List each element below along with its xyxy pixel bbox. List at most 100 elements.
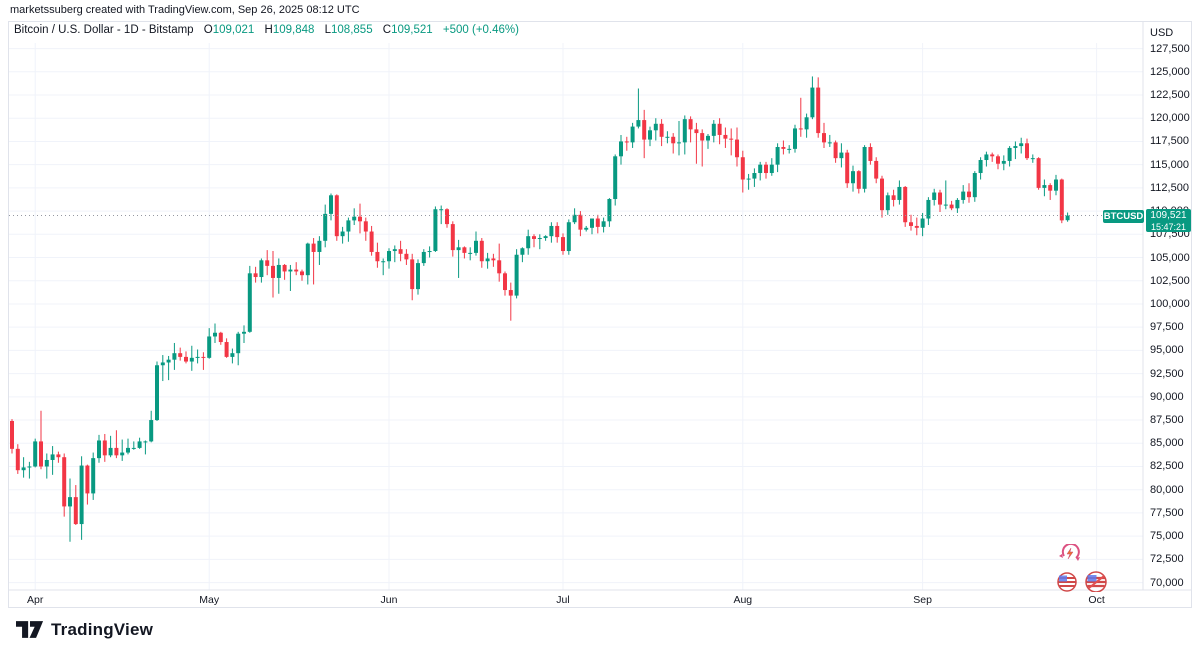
tradingview-logo[interactable]: TradingView (16, 620, 153, 640)
candle (421, 249, 426, 266)
candle (120, 439, 125, 461)
close-label: C (382, 24, 392, 36)
candle (688, 116, 693, 143)
low-value: 108,855 (331, 24, 373, 36)
candle (108, 435, 113, 458)
candle (851, 165, 855, 192)
candle (764, 161, 768, 179)
candle (334, 194, 339, 241)
candle (236, 331, 241, 366)
candle (909, 214, 913, 231)
candle (561, 233, 565, 255)
candle (642, 109, 647, 159)
candle (1059, 178, 1064, 224)
candle (427, 246, 432, 258)
candle (613, 154, 618, 206)
price-tick-label: 77,500 (1150, 506, 1184, 519)
price-tick-label: 127,500 (1150, 42, 1190, 55)
candle (856, 170, 861, 194)
candle (932, 188, 937, 206)
candle (630, 122, 635, 148)
candle (775, 143, 780, 173)
candle (50, 446, 55, 475)
candle (595, 214, 600, 234)
candle (189, 345, 194, 371)
candle (323, 204, 328, 248)
candle (381, 258, 386, 276)
candle (126, 438, 130, 455)
candle (468, 247, 473, 261)
candle (508, 282, 513, 321)
price-tick-label: 100,000 (1150, 297, 1190, 310)
candle (375, 242, 380, 268)
candle (787, 145, 792, 154)
tradingview-logo-mark (16, 621, 44, 638)
candle (1001, 155, 1006, 171)
candle (601, 217, 606, 233)
price-tick-label: 115,000 (1150, 158, 1189, 171)
candle (300, 269, 304, 281)
month-label: May (199, 594, 220, 606)
candle (735, 127, 739, 167)
symbol-header[interactable]: Bitcoin / U.S. Dollar - 1D - Bitstamp O1… (14, 24, 519, 36)
candle (462, 246, 467, 259)
price-tick-label: 97,500 (1150, 321, 1184, 334)
candle (752, 168, 757, 187)
candle (549, 222, 554, 243)
candle (195, 349, 200, 364)
candle (769, 158, 774, 176)
candle (624, 136, 629, 151)
candle (833, 140, 838, 163)
candle (68, 478, 72, 542)
candle (949, 200, 954, 211)
candle (555, 222, 560, 243)
candle (1054, 174, 1058, 196)
price-tick-label: 75,000 (1150, 530, 1184, 543)
candle (740, 150, 745, 193)
candle (44, 453, 49, 479)
price-tick-label: 92,500 (1150, 367, 1184, 380)
candle (21, 457, 26, 478)
candle (329, 193, 333, 221)
candle (990, 152, 995, 162)
candle (822, 122, 826, 148)
candle (15, 444, 20, 474)
candle (143, 440, 148, 455)
candle (387, 248, 391, 269)
price-tick-label: 122,500 (1150, 89, 1190, 101)
candle (363, 217, 368, 241)
candle (485, 252, 490, 269)
candle (503, 271, 507, 296)
symbol-title: Bitcoin / U.S. Dollar - 1D - Bitstamp (14, 24, 194, 36)
price-tick-label: 90,000 (1150, 390, 1184, 403)
candle (677, 121, 681, 156)
us-flag-icon (1085, 571, 1107, 592)
candle (224, 338, 229, 358)
candle (572, 208, 577, 225)
candle (369, 225, 374, 256)
candle (433, 206, 438, 252)
candle (1042, 179, 1047, 197)
candle (265, 250, 270, 276)
candle (607, 198, 612, 227)
candle (404, 249, 409, 265)
candle (1030, 154, 1035, 163)
candle (131, 441, 136, 450)
candle (305, 242, 310, 285)
candle (33, 438, 38, 468)
candle (207, 328, 212, 359)
currency-sync-icon (1059, 544, 1080, 561)
candle (793, 124, 797, 153)
candle (1048, 183, 1053, 200)
candle (943, 180, 948, 210)
candle (479, 238, 484, 268)
candle (706, 134, 710, 149)
candle (711, 120, 716, 143)
last-price-value: 109,521 (1150, 210, 1187, 222)
candle (897, 180, 902, 205)
candle (914, 217, 919, 236)
month-label: Apr (27, 594, 44, 606)
month-label: Oct (1088, 594, 1105, 606)
candle (868, 143, 873, 165)
